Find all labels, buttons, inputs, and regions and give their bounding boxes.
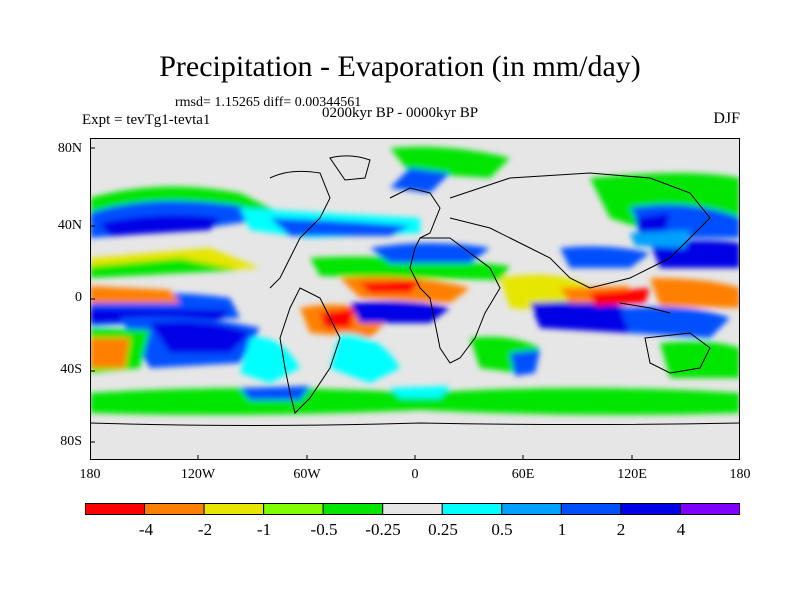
colorbar-box-11	[679, 503, 740, 515]
colorbar-box-4	[263, 503, 324, 515]
lat-label-0: 0	[75, 290, 82, 305]
colorbar-label-4: -0.5	[310, 520, 338, 539]
colorbar-box-3	[203, 503, 265, 515]
lon-label-60e: 60E	[511, 467, 535, 482]
period-label: 0200kyr BP - 0000kyr BP	[322, 105, 479, 121]
lon-label-120e: 120E	[617, 467, 647, 482]
colorbar-box-2	[144, 503, 205, 515]
colorbar-box-7	[441, 503, 503, 515]
lat-label-40n: 40N	[57, 218, 82, 233]
colorbar-label-2: -2	[197, 520, 213, 539]
lat-label-80s: 80S	[60, 434, 82, 449]
lon-label-0: 0	[411, 467, 419, 482]
lon-label-60w: 60W	[293, 467, 321, 482]
colorbar-label-1: -4	[138, 520, 154, 539]
colorbar-box-6	[382, 503, 443, 515]
colorbar-box-10	[620, 503, 681, 515]
colorbar	[85, 503, 740, 515]
colorbar-label-10: 4	[676, 520, 686, 539]
colorbar-label-5: -0.25	[365, 520, 401, 539]
map-ticks	[90, 147, 633, 460]
colorbar-box-9	[560, 503, 622, 515]
lat-label-80n: 80N	[57, 141, 82, 156]
lon-label-120w: 120W	[180, 467, 216, 482]
plot-title: Precipitation - Evaporation (in mm/day)	[159, 50, 641, 83]
colorbar-box-5	[322, 503, 384, 515]
world-map	[90, 138, 740, 460]
colorbar-label-8: 1	[557, 520, 567, 539]
season-label: DJF	[713, 110, 740, 127]
lat-label-40s: 40S	[60, 362, 82, 377]
lon-label-180e: 180	[729, 467, 751, 482]
colorbar-box-8	[501, 503, 562, 515]
colorbar-label-9: 2	[616, 520, 626, 539]
experiment-label: Expt = tevTg1-tevta1	[82, 112, 211, 128]
pe-field	[90, 146, 740, 415]
colorbar-box-1	[85, 503, 146, 515]
stats-text: rmsd= 1.15265 diff= 0.00344561	[175, 95, 362, 110]
coastlines	[90, 155, 740, 426]
colorbar-label-3: -1	[256, 520, 272, 539]
lon-label-180w: 180	[79, 467, 101, 482]
colorbar-label-6: 0.25	[428, 520, 458, 539]
colorbar-label-7: 0.5	[491, 520, 513, 539]
